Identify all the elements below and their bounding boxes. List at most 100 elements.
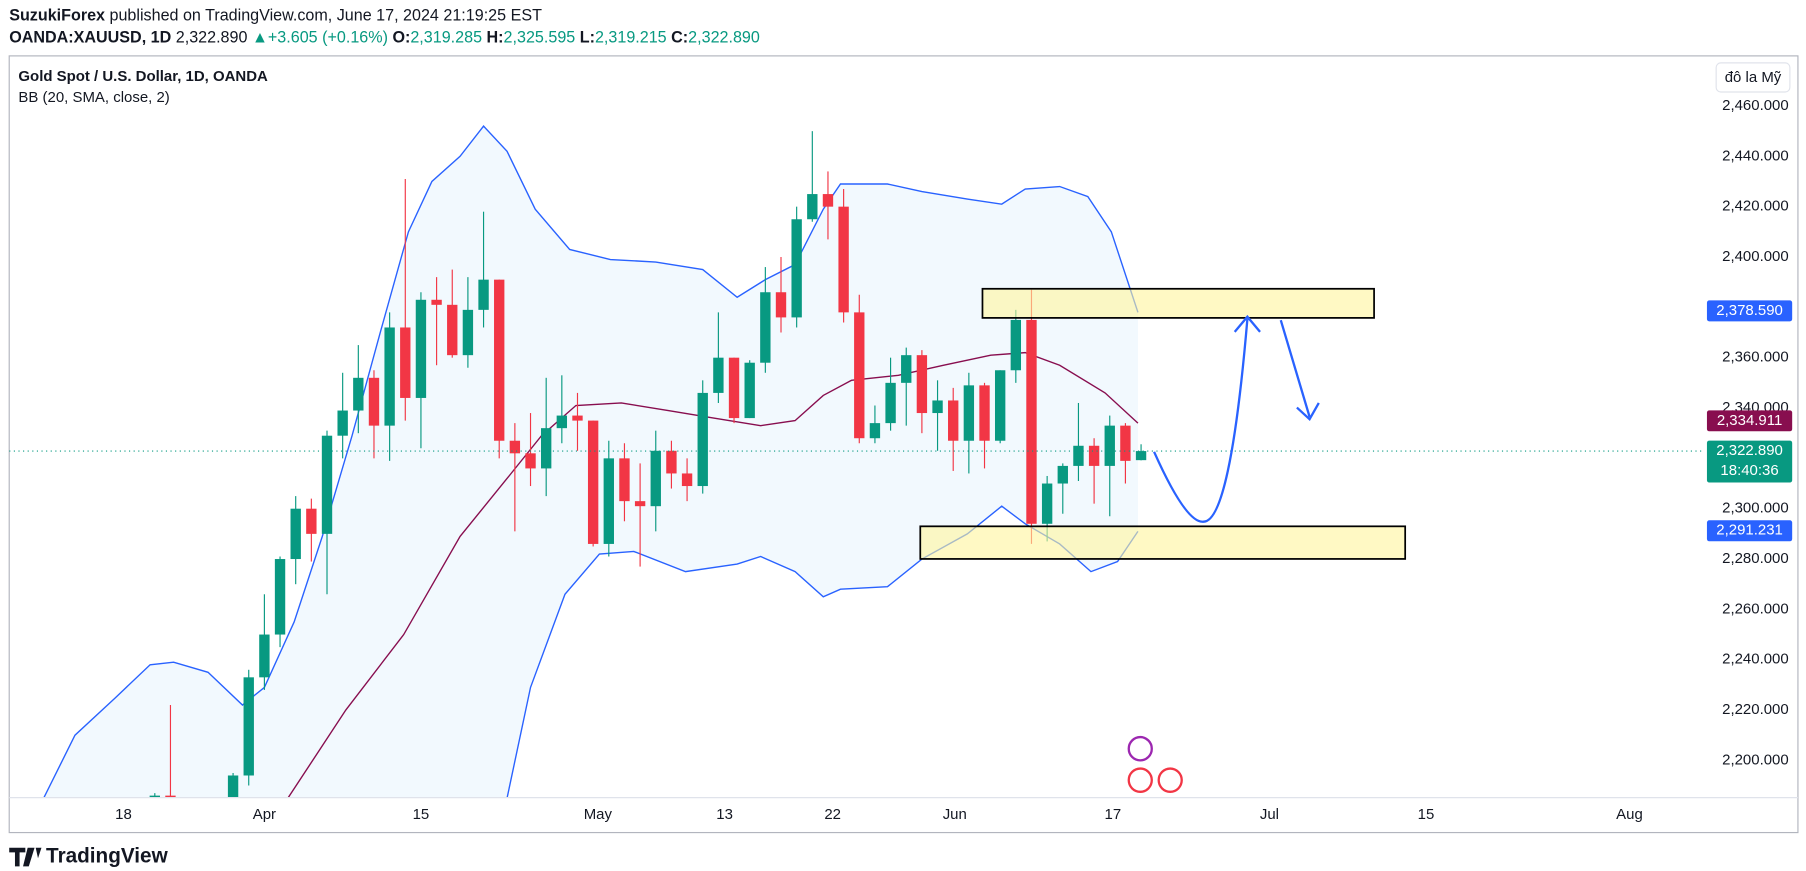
candle-body — [572, 415, 583, 421]
x-tick-label: 18 — [115, 806, 132, 823]
candle-body — [337, 410, 348, 436]
candle-body — [431, 299, 442, 305]
candle-body — [1104, 425, 1115, 466]
candle-body — [509, 440, 521, 454]
arrow: ▲ — [252, 29, 268, 47]
o-label: O: — [392, 29, 410, 47]
chart-frame — [8, 55, 1799, 834]
currency-button[interactable] — [1715, 62, 1791, 93]
candle-body — [791, 219, 802, 318]
x-tick-label: Jul — [1260, 806, 1279, 823]
currency[interactable]: đô la Mỹ — [1725, 69, 1782, 86]
y-tick-label: 2,360.000 — [1722, 349, 1789, 366]
y-tick-label: 2,300.000 — [1722, 500, 1789, 517]
x-tick-label: Aug — [1616, 806, 1643, 823]
candle-body — [165, 795, 176, 798]
y-tick-label: 2,460.000 — [1722, 97, 1789, 114]
y-tick-label: 2,420.000 — [1722, 198, 1789, 215]
price-label-box — [1706, 300, 1793, 322]
price-label-box — [1706, 410, 1793, 432]
o: 2,319.285 — [410, 29, 482, 47]
plot — [9, 125, 1705, 848]
candle-body — [822, 194, 834, 207]
candle-body — [1073, 445, 1084, 466]
published: published on TradingView.com, June 17, 2… — [110, 7, 543, 25]
x-tick-label: 22 — [824, 806, 841, 823]
chart-title: Gold Spot / U.S. Dollar, 1D, OANDA — [18, 68, 268, 85]
x-tick-label: 15 — [1418, 806, 1435, 823]
x-tick-label: 13 — [716, 806, 733, 823]
y-tick-label: 2,220.000 — [1722, 701, 1789, 718]
candle-body — [1041, 483, 1053, 524]
price-label-box — [1706, 440, 1793, 483]
countdown: 18:40:36 — [1720, 462, 1778, 479]
candle-body — [775, 292, 787, 318]
candle-body — [181, 808, 191, 848]
x-tick-label: 15 — [413, 806, 430, 823]
event-icon[interactable] — [1127, 735, 1153, 762]
y-tick-label: 2,400.000 — [1722, 248, 1789, 265]
c: 2,322.890 — [688, 29, 760, 47]
projection-arrow-down — [1279, 319, 1311, 418]
price-label: 2,334.911 — [1717, 412, 1782, 429]
x-tick-label: May — [584, 806, 613, 823]
candle-body — [227, 775, 239, 798]
x-tick-label: 17 — [1105, 806, 1122, 823]
candle-body — [1026, 319, 1037, 524]
bb-upper — [43, 125, 1139, 798]
candle-body — [901, 355, 912, 383]
price-label: 2,291.231 — [1716, 522, 1783, 539]
candle-body — [1135, 451, 1147, 461]
candle-body — [1010, 319, 1022, 371]
l-label: L: — [580, 29, 595, 47]
arrow-head — [1233, 314, 1261, 333]
candle-body — [321, 435, 333, 534]
candle-body — [713, 357, 724, 393]
resistance-zone — [981, 287, 1375, 319]
author: SuzukiForex — [9, 7, 105, 25]
candle-body — [854, 312, 865, 439]
candle-body — [760, 292, 771, 363]
y-tick-label: 2,200.000 — [1722, 751, 1789, 768]
h: 2,325.595 — [504, 29, 576, 47]
candle-body — [994, 370, 1006, 441]
brand: TradingView — [46, 844, 168, 867]
price-label: 2,322.890 — [1716, 442, 1783, 459]
candle-body — [619, 458, 630, 502]
candle-body — [916, 355, 928, 414]
price-label-box — [1706, 520, 1793, 542]
candle-body — [587, 420, 599, 544]
candle-body — [494, 279, 505, 441]
candle-body — [1088, 445, 1100, 466]
candle-body — [634, 501, 646, 507]
y-tick-label: 2,280.000 — [1722, 550, 1789, 567]
candle-body — [212, 816, 222, 831]
flag-icon[interactable] — [1157, 767, 1183, 793]
support-zone — [919, 525, 1407, 560]
arrow-head — [1296, 402, 1320, 422]
candle-body — [963, 385, 975, 441]
c-label: C: — [671, 29, 688, 47]
candle-body — [556, 415, 568, 429]
candle-body — [838, 206, 849, 313]
candle-body — [885, 382, 896, 424]
candle-body — [869, 423, 881, 439]
x-tick-label: Jun — [943, 806, 967, 823]
candle-body — [447, 304, 458, 356]
x-tick-label: Apr — [253, 806, 276, 823]
flag-icon[interactable] — [1127, 767, 1153, 793]
candle-body — [540, 428, 552, 469]
l: 2,319.215 — [595, 29, 667, 47]
candle-body — [697, 392, 708, 487]
publish-line: SuzukiForex published on TradingView.com… — [9, 7, 542, 25]
candle-body — [681, 473, 693, 487]
change: +3.605 (+0.16%) — [268, 29, 388, 47]
candle-body — [728, 357, 740, 419]
symbol-line: OANDA:XAUUSD, 1D 2,322.890 ▲+3.605 (+0.1… — [9, 29, 760, 47]
candle-body — [1057, 465, 1068, 484]
candle-body — [650, 450, 661, 507]
candle-body — [1120, 425, 1131, 461]
y-tick-label: 2,260.000 — [1722, 600, 1789, 617]
indicator-label: BB (20, SMA, close, 2) — [18, 89, 169, 106]
